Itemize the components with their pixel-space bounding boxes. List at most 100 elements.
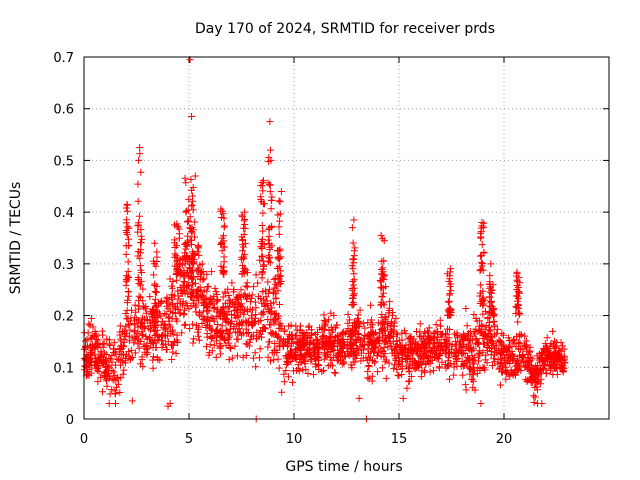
data-point <box>154 356 162 364</box>
data-point <box>479 287 487 295</box>
y-tick-label: 0.2 <box>53 310 74 325</box>
data-point <box>268 329 276 337</box>
data-point <box>168 355 176 363</box>
data-point <box>463 322 471 330</box>
data-point <box>137 232 145 240</box>
data-point <box>264 236 272 244</box>
data-points <box>80 56 569 423</box>
data-point <box>434 328 442 336</box>
data-point <box>389 338 397 346</box>
data-point <box>137 266 145 274</box>
data-point <box>194 285 202 293</box>
data-point <box>211 331 219 339</box>
data-point <box>159 331 167 339</box>
data-point <box>406 340 414 348</box>
data-point <box>84 342 92 350</box>
data-point <box>266 338 274 346</box>
data-point <box>146 326 154 334</box>
data-point <box>194 332 202 340</box>
data-point <box>103 335 111 343</box>
data-point <box>219 315 227 323</box>
data-point <box>225 334 233 342</box>
data-point <box>157 321 165 329</box>
data-point <box>487 260 495 268</box>
data-point <box>534 367 542 375</box>
data-point <box>149 353 157 361</box>
data-point <box>241 225 249 233</box>
data-point <box>307 338 315 346</box>
data-point <box>81 362 89 370</box>
data-point <box>86 349 94 357</box>
data-point <box>179 282 187 290</box>
data-point <box>275 364 283 372</box>
data-point <box>348 344 356 352</box>
data-point <box>486 293 494 301</box>
data-point <box>510 353 518 361</box>
data-point <box>386 332 394 340</box>
data-point <box>151 331 159 339</box>
data-point <box>350 270 358 278</box>
data-point <box>136 239 144 247</box>
data-point <box>447 287 455 295</box>
data-point <box>258 198 266 206</box>
data-point <box>122 227 130 235</box>
data-point <box>476 352 484 360</box>
data-point <box>515 345 523 353</box>
data-point <box>464 332 472 340</box>
data-point <box>462 304 470 312</box>
data-point <box>353 317 361 325</box>
data-point <box>252 271 260 279</box>
data-point <box>232 314 240 322</box>
data-point <box>225 308 233 316</box>
data-point <box>382 374 390 382</box>
data-point <box>274 332 282 340</box>
data-point <box>435 339 443 347</box>
data-point <box>227 345 235 353</box>
data-point <box>256 345 264 353</box>
data-point <box>267 308 275 316</box>
data-point <box>480 248 488 256</box>
data-point <box>153 308 161 316</box>
data-point <box>307 352 315 360</box>
data-point <box>515 274 523 282</box>
data-point <box>514 359 522 367</box>
data-point <box>312 360 320 368</box>
data-point <box>408 361 416 369</box>
data-point <box>522 337 530 345</box>
data-point <box>406 334 414 342</box>
data-point <box>404 335 412 343</box>
data-point <box>225 292 233 300</box>
data-point <box>489 305 497 313</box>
data-point <box>291 352 299 360</box>
data-point <box>120 366 128 374</box>
data-point <box>544 347 552 355</box>
data-point <box>300 358 308 366</box>
data-point <box>276 300 284 308</box>
data-point <box>514 300 522 308</box>
data-point <box>359 319 367 327</box>
data-point <box>181 320 189 328</box>
data-point <box>251 349 259 357</box>
data-point <box>331 369 339 376</box>
data-point <box>223 315 231 323</box>
data-point <box>555 347 563 355</box>
data-point <box>496 364 504 372</box>
data-point <box>446 290 454 298</box>
data-point <box>134 340 142 348</box>
data-point <box>498 345 506 353</box>
data-point <box>235 320 243 328</box>
data-point <box>477 329 485 337</box>
data-point <box>280 327 288 335</box>
data-point <box>380 237 388 245</box>
data-point <box>430 330 438 338</box>
data-point <box>267 299 275 307</box>
data-point <box>189 279 197 287</box>
data-point <box>94 336 102 344</box>
data-point <box>228 279 236 287</box>
x-tick-label: 0 <box>80 432 88 447</box>
data-point <box>497 350 505 358</box>
data-point <box>257 243 265 251</box>
data-point <box>379 264 387 272</box>
data-point <box>463 332 471 340</box>
data-point <box>405 377 413 385</box>
